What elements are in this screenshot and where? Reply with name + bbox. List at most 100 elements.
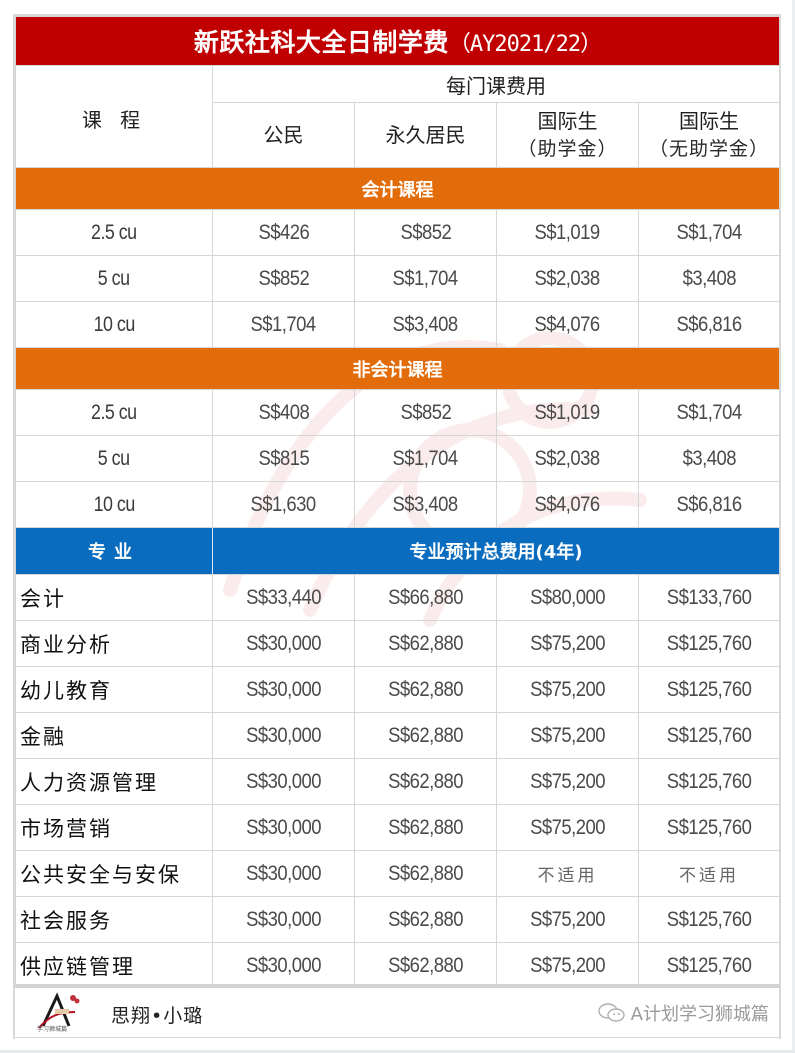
major-name: 供应链管理: [15, 942, 213, 989]
fee-intl-no-grant: S$1,704: [637, 209, 781, 256]
header-row-2: 公民 永久居民 国际生 （助学金） 国际生 （无助学金）: [16, 102, 781, 168]
total-citizen: S$30,000: [212, 942, 355, 989]
table-title: 新跃社科大全日制学费（AY2021/22）: [14, 16, 781, 66]
per-course-fee-header: 每门课费用: [211, 65, 781, 103]
total-pr: S$62,880: [354, 804, 497, 851]
fee-intl-grant: S$1,019: [496, 209, 639, 256]
total-citizen: S$30,000: [212, 758, 355, 805]
major-name: 会计: [15, 574, 213, 621]
fee-citizen: S$1,704: [212, 301, 355, 348]
total-citizen: S$33,440: [212, 574, 355, 621]
fee-intl-no-grant: S$6,816: [637, 301, 781, 348]
title-main: 新跃社科大全日制学费: [193, 28, 449, 57]
total-pr: S$62,880: [354, 896, 497, 943]
bottom-edge: [0, 1050, 795, 1053]
course-unit: 10 cu: [15, 301, 213, 348]
total-intl-grant: S$75,200: [496, 758, 639, 805]
fee-pr: S$852: [354, 389, 497, 436]
wechat-account-watermark: A计划学习狮城篇: [597, 1000, 769, 1026]
major-name: 公共安全与安保: [15, 850, 213, 897]
page-frame: [13, 14, 781, 1039]
total-intl-grant: S$75,200: [496, 666, 639, 713]
major-name: 人力资源管理: [15, 758, 213, 805]
table-bottom-border: [15, 984, 779, 988]
total-pr: S$62,880: [354, 620, 497, 667]
fee-citizen: S$852: [212, 255, 355, 302]
total-intl-grant: S$75,200: [496, 896, 639, 943]
table-row: 供应链管理 S$30,000 S$62,880 S$75,200 S$125,7…: [15, 942, 781, 989]
fee-intl-grant: S$2,038: [496, 435, 639, 482]
majors-column-header: 专业: [15, 527, 213, 575]
fee-intl-no-grant: S$6,816: [637, 481, 781, 528]
total-pr: S$66,880: [354, 574, 497, 621]
major-name: 市场营销: [15, 804, 213, 851]
fee-intl-no-grant: S$1,704: [637, 389, 781, 436]
column-header-pr: 永久居民: [354, 102, 497, 168]
table-row: 市场营销 S$30,000 S$62,880 S$75,200 S$125,76…: [15, 804, 781, 851]
total-citizen: S$30,000: [212, 712, 355, 759]
table-row: 公共安全与安保 S$30,000 S$62,880 不适用 不适用: [15, 850, 781, 897]
total-pr: S$62,880: [354, 850, 497, 897]
course-unit: 2.5 cu: [15, 389, 213, 436]
table-row: 会计 S$33,440 S$66,880 S$80,000 S$133,760: [15, 574, 781, 621]
total-pr: S$62,880: [354, 666, 497, 713]
total-citizen: S$30,000: [212, 666, 355, 713]
total-intl-no-grant: S$125,760: [637, 666, 781, 713]
fee-pr: S$3,408: [354, 301, 497, 348]
table-row: 10 cu S$1,704 S$3,408 S$4,076 S$6,816: [15, 301, 781, 348]
table-row: 2.5 cu S$426 S$852 S$1,019 S$1,704: [15, 209, 781, 256]
logo-caption: 学习狮城篇: [37, 1026, 68, 1033]
section-label: 会计课程: [14, 167, 781, 210]
total-citizen: S$30,000: [212, 850, 355, 897]
column-header-citizen: 公民: [212, 102, 355, 168]
total-intl-no-grant: S$133,760: [637, 574, 781, 621]
fee-pr: S$1,704: [354, 435, 497, 482]
major-name: 商业分析: [15, 620, 213, 667]
fee-citizen: S$426: [212, 209, 355, 256]
fee-pr: S$1,704: [354, 255, 497, 302]
total-intl-no-grant: S$125,760: [637, 712, 781, 759]
column-header-intl-grant: 国际生 （助学金）: [496, 102, 639, 168]
fee-citizen: S$408: [212, 389, 355, 436]
course-column-header: 课 程: [15, 65, 213, 168]
fee-intl-grant: S$2,038: [496, 255, 639, 302]
wechat-icon: [597, 1003, 625, 1022]
table-row: 商业分析 S$30,000 S$62,880 S$75,200 S$125,76…: [15, 620, 781, 667]
total-intl-no-grant-not-applicable: 不适用: [637, 850, 781, 897]
author-name: 思翔•小璐: [111, 1005, 204, 1027]
fee-intl-no-grant: $3,408: [637, 255, 781, 302]
footer: 学习狮城篇 思翔•小璐 A计划学习狮城篇: [15, 988, 779, 1038]
fee-intl-grant: S$4,076: [496, 481, 639, 528]
section-header-accounting: 会计课程: [14, 167, 781, 210]
table-row: 2.5 cu S$408 S$852 S$1,019 S$1,704: [15, 389, 781, 436]
total-pr: S$62,880: [354, 942, 497, 989]
section-header-majors: 专业 专业预计总费用(4年): [15, 527, 781, 575]
total-intl-grant: S$75,200: [496, 942, 639, 989]
total-intl-no-grant: S$125,760: [637, 620, 781, 667]
table-row: 金融 S$30,000 S$62,880 S$75,200 S$125,760: [15, 712, 781, 759]
total-intl-no-grant: S$125,760: [637, 896, 781, 943]
total-citizen: S$30,000: [212, 896, 355, 943]
course-unit: 10 cu: [15, 481, 213, 528]
total-pr: S$62,880: [354, 758, 497, 805]
table-row: 幼儿教育 S$30,000 S$62,880 S$75,200 S$125,76…: [15, 666, 781, 713]
fee-intl-grant: S$1,019: [496, 389, 639, 436]
total-intl-grant-not-applicable: 不适用: [496, 850, 639, 897]
table-row: 10 cu S$1,630 S$3,408 S$4,076 S$6,816: [15, 481, 781, 528]
total-intl-grant: S$80,000: [496, 574, 639, 621]
total-intl-grant: S$75,200: [496, 804, 639, 851]
total-citizen: S$30,000: [212, 804, 355, 851]
fee-intl-no-grant: $3,408: [637, 435, 781, 482]
column-header-intl-no-grant: 国际生 （无助学金）: [637, 102, 781, 168]
total-citizen: S$30,000: [212, 620, 355, 667]
course-unit: 2.5 cu: [15, 209, 213, 256]
wechat-account-name: A计划学习狮城篇: [630, 1004, 769, 1025]
total-intl-grant: S$75,200: [496, 620, 639, 667]
title-row: 新跃社科大全日制学费（AY2021/22）: [14, 16, 781, 66]
section-header-non-accounting: 非会计课程: [14, 347, 781, 390]
major-name: 幼儿教育: [15, 666, 213, 713]
total-intl-grant: S$75,200: [496, 712, 639, 759]
section-label: 非会计课程: [14, 347, 781, 390]
majors-total-fee-header: 专业预计总费用(4年): [211, 527, 781, 575]
fee-citizen: S$815: [212, 435, 355, 482]
